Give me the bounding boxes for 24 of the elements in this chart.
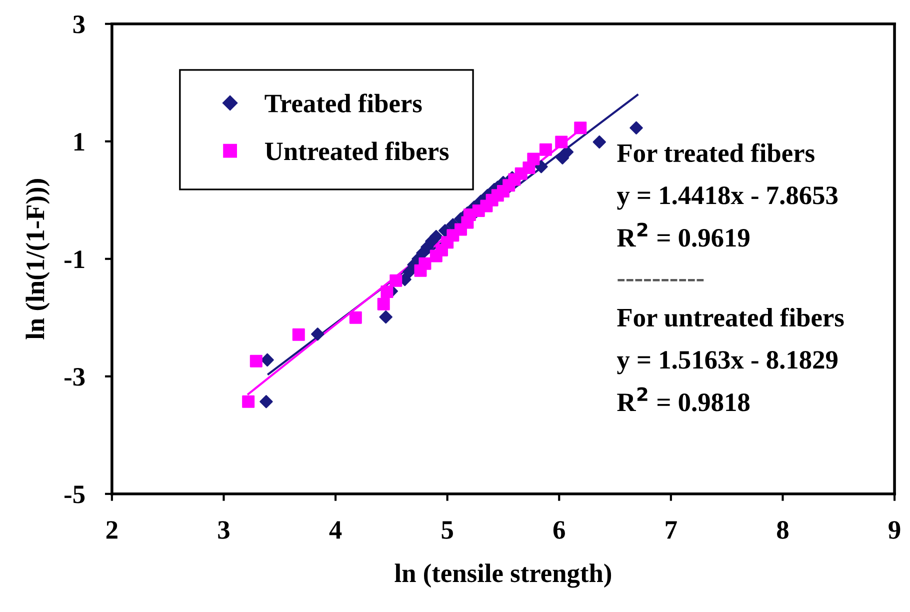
annotation: R$^{2}$ = 0.9619 xyxy=(617,222,750,247)
annotation: R$^{2}$ = 0.9818 xyxy=(617,387,750,412)
x-tick-label: 3 xyxy=(218,521,230,539)
legend-label: Untreated fibers xyxy=(265,141,449,160)
x-tick-label: 8 xyxy=(777,521,788,539)
y-axis-title: ln (ln(1/(1-F))) xyxy=(26,179,50,340)
x-tick-label: 7 xyxy=(666,521,677,539)
y-tick-label: -3 xyxy=(64,368,85,386)
x-tick-label: 6 xyxy=(553,521,565,539)
y-tick-label: -5 xyxy=(64,486,85,504)
annotation: For untreated fibers xyxy=(617,308,844,327)
y-tick-label: 1 xyxy=(74,133,84,151)
y-tick-label: -1 xyxy=(64,250,84,268)
annotation: y = 1.4418x - 7.8653 xyxy=(616,186,838,210)
annotation: ---------- xyxy=(618,279,704,282)
annotation: For treated fibers xyxy=(617,143,814,162)
legend-label: Treated fibers xyxy=(264,94,422,112)
x-axis-title: ln (tensile strength) xyxy=(394,564,612,588)
y-tick-label: 3 xyxy=(73,16,85,34)
annotation: y = 1.5163x - 8.1829 xyxy=(616,351,838,374)
x-tick-label: 4 xyxy=(329,521,342,539)
x-tick-label: 5 xyxy=(442,521,453,539)
x-tick-label: 2 xyxy=(106,521,118,539)
x-tick-label: 9 xyxy=(888,521,900,539)
